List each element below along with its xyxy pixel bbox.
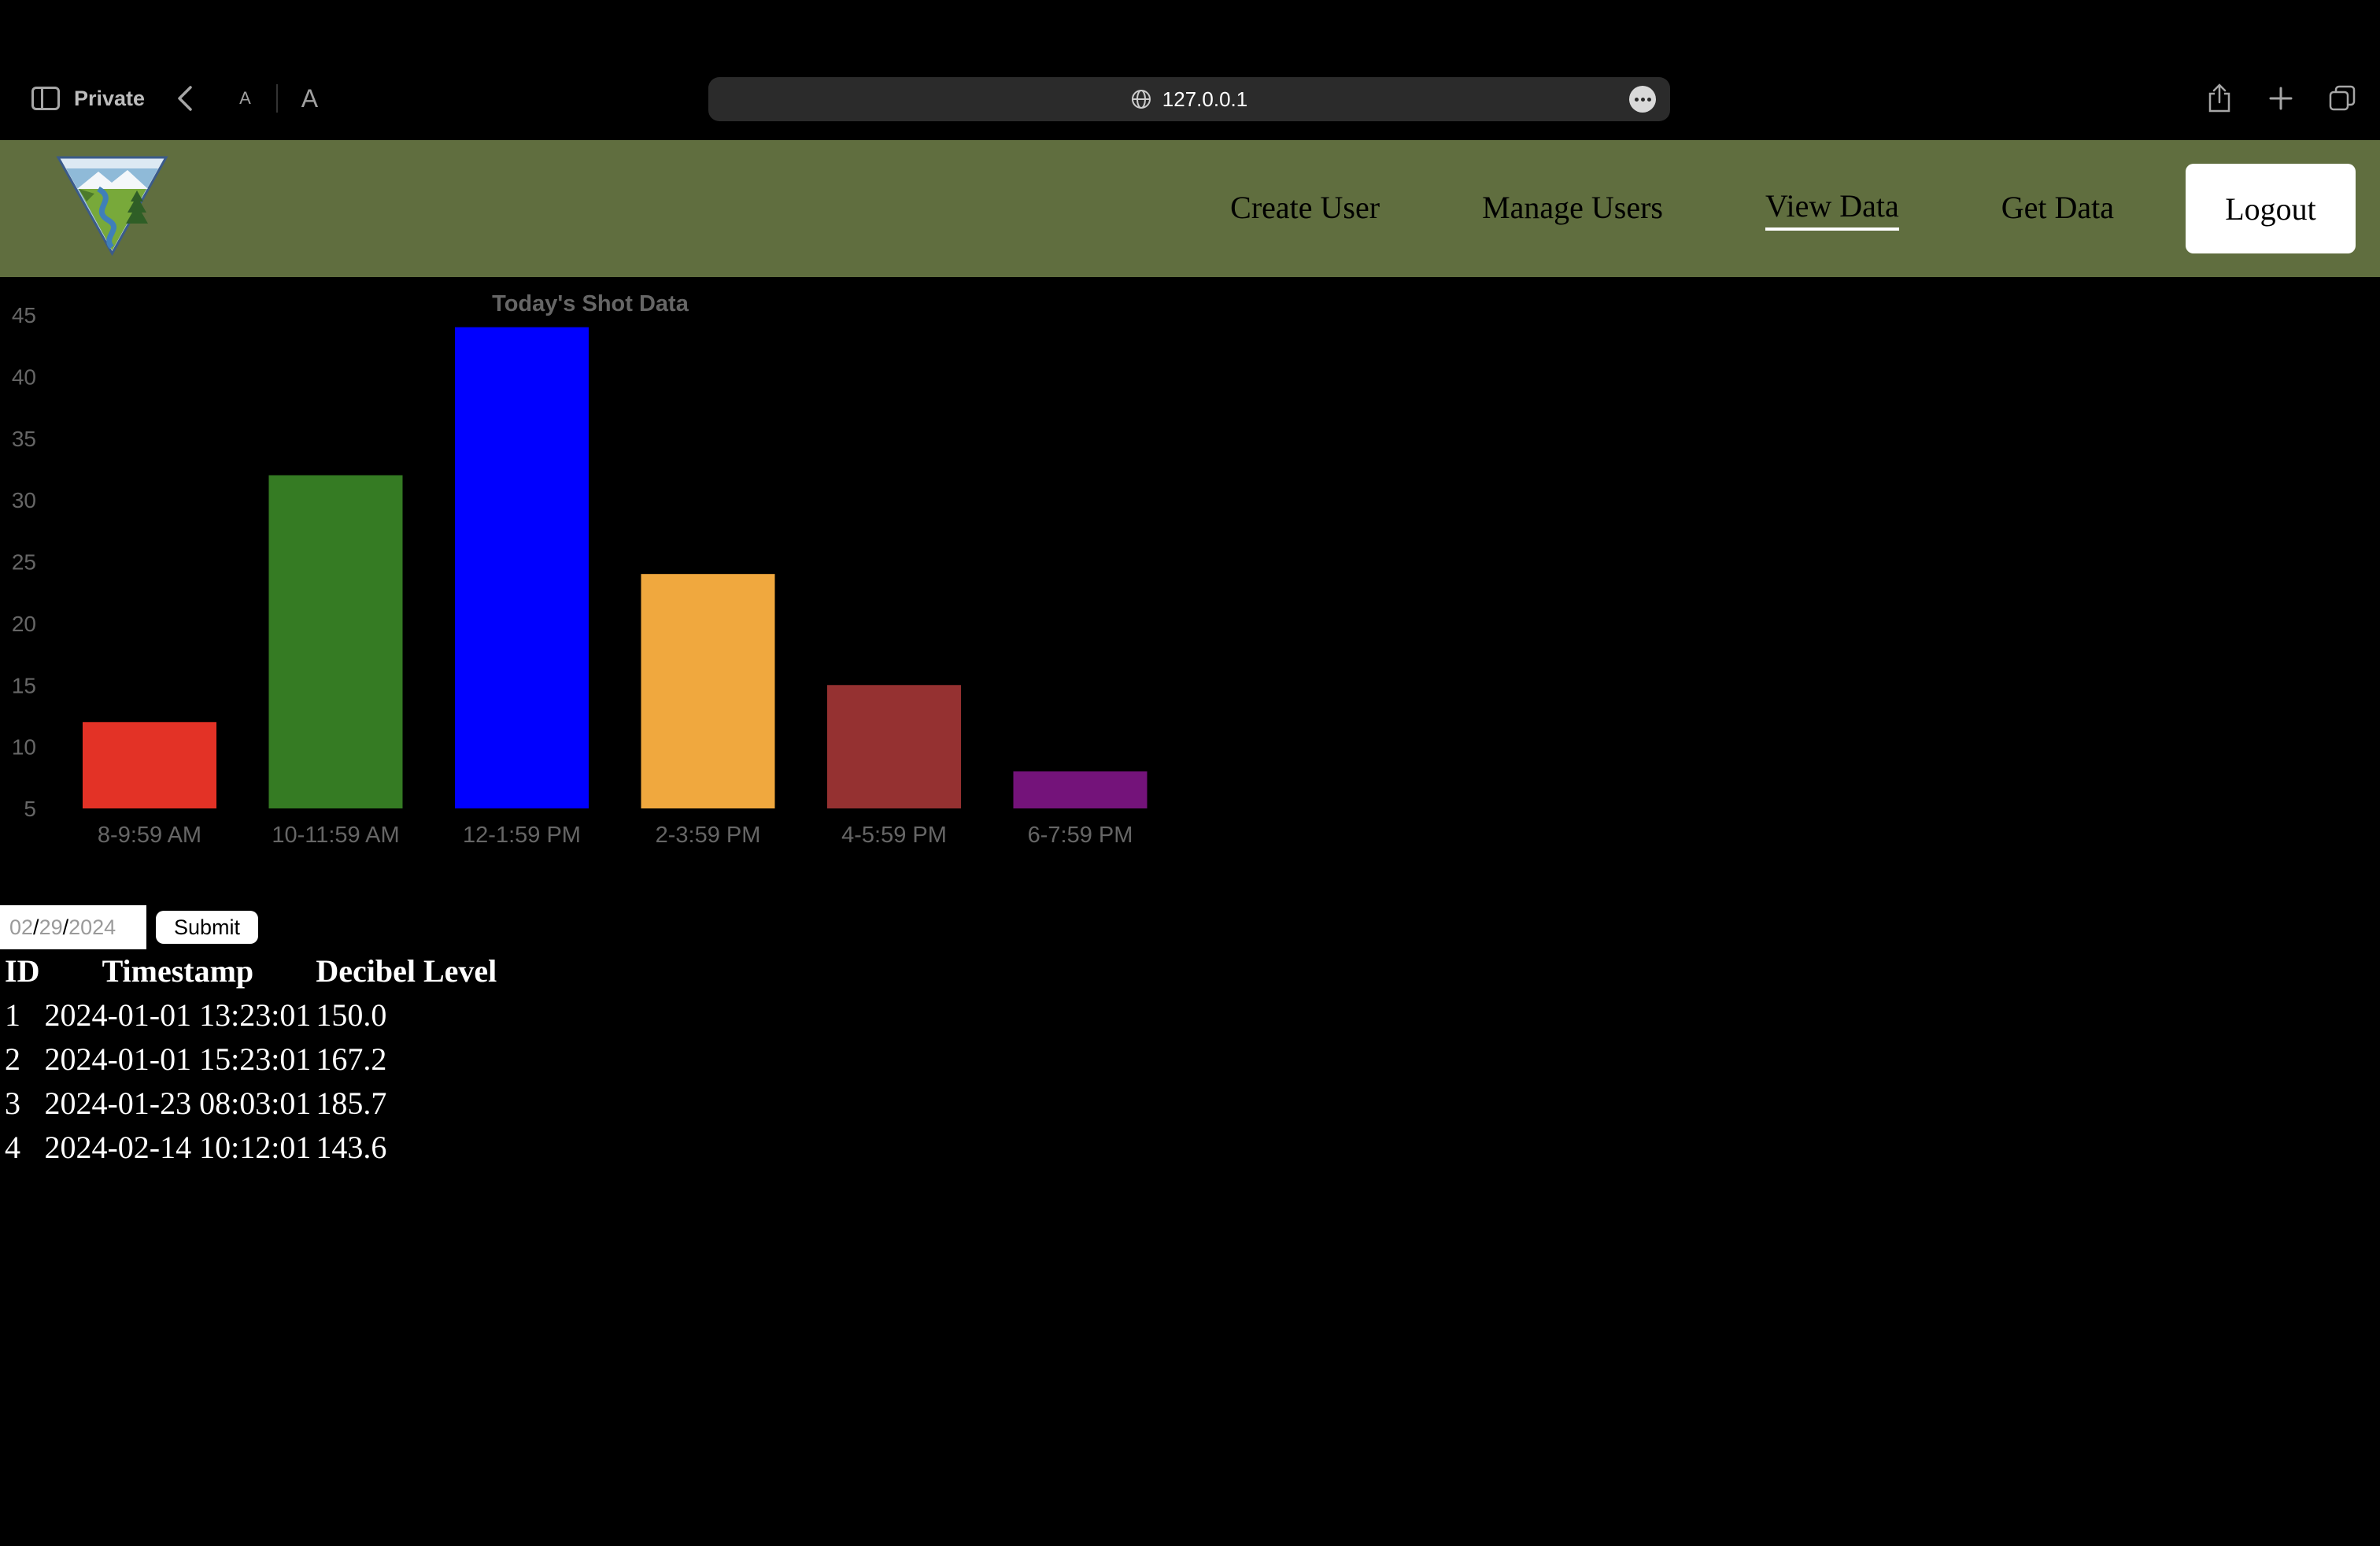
y-tick-label: 10 xyxy=(12,735,36,760)
browser-right-controls xyxy=(2205,79,2356,118)
y-tick-label: 5 xyxy=(24,797,36,821)
nav-links: Create User Manage Users View Data Get D… xyxy=(1230,140,2380,277)
y-tick-label: 40 xyxy=(12,364,36,389)
browser-toolbar: Private A A 127.0.0.1 xyxy=(0,0,2380,140)
cell-decibel-level: 150.0 xyxy=(316,997,387,1033)
y-tick-label: 25 xyxy=(12,550,36,575)
cell-timestamp: 2024-01-23 08:03:01 xyxy=(44,1085,312,1121)
date-month[interactable]: 02 xyxy=(9,915,34,939)
date-separator: / xyxy=(62,915,69,939)
site-navbar: Create User Manage Users View Data Get D… xyxy=(0,140,2380,277)
x-tick-label: 6-7:59 PM xyxy=(1028,823,1133,848)
chart-bar xyxy=(455,327,589,808)
sidebar-toggle-icon[interactable] xyxy=(31,87,60,110)
table-row: 1 2024-01-01 13:23:01 150.0 xyxy=(5,994,497,1035)
chart-bar xyxy=(641,574,775,808)
table-row: 4 2024-02-14 10:12:01 143.6 xyxy=(5,1126,497,1167)
cell-decibel-level: 185.7 xyxy=(316,1085,387,1121)
back-arrow-icon[interactable] xyxy=(173,83,197,114)
nav-get-data[interactable]: Get Data xyxy=(2001,189,2114,225)
chart-bar xyxy=(83,722,216,808)
table-row: 2 2024-01-01 15:23:01 167.2 xyxy=(5,1038,497,1079)
x-tick-label: 8-9:59 AM xyxy=(98,823,201,848)
table-row: 3 2024-01-23 08:03:01 185.7 xyxy=(5,1082,497,1123)
logout-button[interactable]: Logout xyxy=(2186,164,2356,253)
y-tick-label: 45 xyxy=(12,303,36,327)
y-tick-label: 15 xyxy=(12,673,36,697)
new-tab-icon[interactable] xyxy=(2267,83,2295,114)
toolbar-divider xyxy=(275,84,278,113)
shot-data-chart: Today's Shot Data 5 10 15 20 25 30 35 40 45 8-9:59… xyxy=(12,291,1148,848)
cell-timestamp: 2024-02-14 10:12:01 xyxy=(44,1129,312,1165)
date-year[interactable]: 2024 xyxy=(68,915,116,939)
page-menu-icon[interactable] xyxy=(1629,86,1656,113)
x-tick-label: 10-11:59 AM xyxy=(272,823,399,848)
date-input[interactable]: 02 / 29 / 2024 xyxy=(0,905,146,949)
column-header-id: ID xyxy=(5,953,40,989)
chart-bar xyxy=(1013,771,1148,808)
url-text: 127.0.0.1 xyxy=(1162,87,1248,111)
bureau-of-land-management-logo-icon[interactable] xyxy=(55,154,169,257)
cell-decibel-level: 167.2 xyxy=(316,1041,387,1077)
cell-decibel-level: 143.6 xyxy=(316,1129,387,1165)
chart-bar xyxy=(268,475,403,808)
submit-button[interactable]: Submit xyxy=(156,911,258,944)
cell-timestamp: 2024-01-01 13:23:01 xyxy=(44,997,312,1033)
column-header-decibel-level: Decibel Level xyxy=(316,953,497,989)
nav-create-user[interactable]: Create User xyxy=(1230,189,1380,225)
cell-id: 3 xyxy=(5,1085,20,1121)
chart-title: Today's Shot Data xyxy=(492,291,689,316)
shot-data-table: ID Timestamp Decibel Level 1 2024-01-01 … xyxy=(0,948,501,1171)
cell-id: 1 xyxy=(5,997,20,1033)
y-tick-label: 35 xyxy=(12,427,36,451)
decrease-text-size-button[interactable]: A xyxy=(239,88,251,108)
x-tick-label: 4-5:59 PM xyxy=(841,823,947,848)
date-separator: / xyxy=(33,915,39,939)
nav-manage-users[interactable]: Manage Users xyxy=(1482,189,1663,225)
column-header-timestamp: Timestamp xyxy=(102,953,254,989)
cell-timestamp: 2024-01-01 15:23:01 xyxy=(44,1041,312,1077)
address-bar[interactable]: 127.0.0.1 xyxy=(708,77,1670,121)
tab-overview-icon[interactable] xyxy=(2328,83,2356,114)
chart-bar xyxy=(827,685,961,808)
x-tick-label: 2-3:59 PM xyxy=(656,823,761,848)
cell-id: 4 xyxy=(5,1129,20,1165)
date-day[interactable]: 29 xyxy=(39,915,63,939)
table-header-row: ID Timestamp Decibel Level xyxy=(5,951,497,991)
browser-left-controls: Private A A xyxy=(31,82,318,115)
increase-text-size-button[interactable]: A xyxy=(301,83,319,113)
y-tick-label: 30 xyxy=(12,488,36,512)
y-tick-label: 20 xyxy=(12,612,36,636)
nav-view-data[interactable]: View Data xyxy=(1765,187,1899,231)
cell-id: 2 xyxy=(5,1041,20,1077)
x-tick-label: 12-1:59 PM xyxy=(463,823,581,848)
private-mode-label: Private xyxy=(74,86,146,110)
share-icon[interactable] xyxy=(2205,83,2234,114)
date-filter-form: 02 / 29 / 2024 Submit xyxy=(0,905,258,949)
globe-icon xyxy=(1131,89,1151,109)
